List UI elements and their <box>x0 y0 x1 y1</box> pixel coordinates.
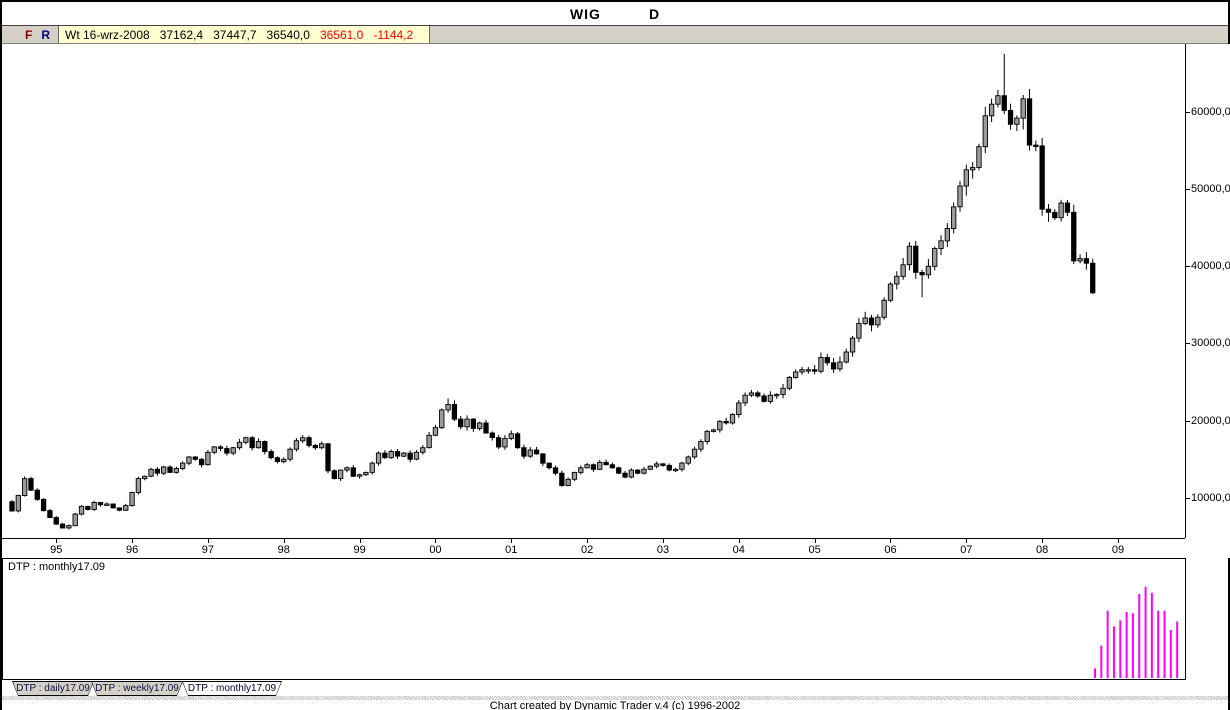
dtp-indicator-panel[interactable]: DTP : monthly17.09 <box>2 558 1186 680</box>
r-button[interactable]: R <box>41 27 50 42</box>
dtp-bars-plot <box>1094 586 1179 678</box>
x-axis-tick <box>587 539 589 543</box>
x-axis-tick-label: 05 <box>808 544 821 556</box>
status-bar: Chart created by Dynamic Trader v.4 (c) … <box>2 700 1228 710</box>
x-axis-tick <box>1042 539 1044 543</box>
x-axis-tick-label: 08 <box>1036 544 1049 556</box>
x-axis-tick-label: 09 <box>1111 544 1125 556</box>
x-axis-tick-label: 06 <box>884 544 897 556</box>
x-axis: 95 96 97 98 99 00 01 02 03 04 05 06 07 08 09 <box>2 538 1230 558</box>
y-axis-line <box>1185 44 1186 558</box>
y-axis-tick <box>1185 189 1190 191</box>
quote-date: Wt 16-wrz-2008 <box>65 27 150 42</box>
y-axis-tick <box>1185 420 1190 422</box>
y-axis-tick <box>1185 111 1190 113</box>
tab-dtp-monthly17-09[interactable]: DTP : monthly17.09 <box>182 681 282 696</box>
f-button[interactable]: F <box>24 27 33 42</box>
indicator-label: DTP : monthly17.09 <box>8 561 106 573</box>
price-chart[interactable] <box>2 44 1230 538</box>
x-axis-tick <box>1118 539 1119 543</box>
x-axis-tick-label: 07 <box>960 544 973 556</box>
x-axis-tick <box>56 539 58 543</box>
x-axis-tick <box>966 539 968 543</box>
x-axis-tick-label: 96 <box>125 544 139 556</box>
y-axis-tick <box>1185 497 1190 499</box>
candlestick-plot[interactable] <box>2 44 1230 538</box>
x-axis-tick <box>511 539 513 543</box>
x-axis-line <box>2 538 1185 539</box>
x-axis-tick <box>890 539 892 543</box>
x-axis-tick <box>435 539 437 543</box>
timeframe-title: D <box>648 5 661 22</box>
y-axis-tick-label: 40000,0 <box>1191 260 1230 273</box>
x-axis-tick-label: 01 <box>505 544 518 556</box>
y-axis-tick-label: 10000,0 <box>1191 491 1230 504</box>
status-text: Chart created by Dynamic Trader v.4 (c) … <box>479 700 751 710</box>
x-axis-tick <box>359 539 361 543</box>
symbol-title: WIG <box>569 5 601 22</box>
y-axis-tick <box>1185 266 1190 268</box>
quote-toolbar: F R Wt 16-wrz-2008 37162,4 37447,7 36540… <box>2 25 1228 44</box>
tab-label: DTP : weekly17.09 <box>92 682 182 695</box>
x-axis-tick <box>738 539 740 543</box>
x-axis-tick-label: 00 <box>429 544 442 556</box>
timeframe-tab-bar: DTP : daily17.09 DTP : weekly17.09 DTP : m… <box>2 681 1228 697</box>
x-axis-tick-label: 95 <box>50 544 63 556</box>
quote-change: -1144,2 <box>373 27 414 42</box>
tab-label: DTP : monthly17.09 <box>183 682 281 695</box>
y-axis-tick <box>1185 343 1190 345</box>
quote-readout: Wt 16-wrz-2008 37162,4 37447,7 36540,0 3… <box>58 26 430 43</box>
tab-dtp-daily17-09[interactable]: DTP : daily17.09 <box>12 681 94 696</box>
tab-dtp-weekly17-09[interactable]: DTP : weekly17.09 <box>91 681 183 696</box>
quote-high: 37447,7 <box>213 27 257 42</box>
x-axis-tick <box>207 539 209 543</box>
tab-label: DTP : daily17.09 <box>13 682 93 695</box>
x-axis-tick-label: 99 <box>353 544 366 556</box>
x-axis-tick <box>662 539 664 543</box>
quote-close: 36561,0 <box>319 27 364 42</box>
x-axis-tick <box>283 539 285 543</box>
quote-open: 37162,4 <box>159 27 204 42</box>
x-axis-tick-label: 98 <box>277 544 290 556</box>
quote-low: 36540,0 <box>266 27 310 42</box>
x-axis-tick-label: 03 <box>656 544 670 556</box>
x-axis-tick <box>814 539 816 543</box>
x-axis-tick-label: 04 <box>732 544 745 556</box>
y-axis-tick-label: 20000,0 <box>1191 414 1230 427</box>
chart-title-bar: WIG D <box>2 2 1228 25</box>
y-axis-tick-label: 60000,0 <box>1191 105 1230 118</box>
y-axis-tick-label: 50000,0 <box>1191 183 1230 196</box>
x-axis-tick <box>132 539 134 543</box>
y-axis-tick-label: 30000,0 <box>1191 337 1230 350</box>
x-axis-tick-label: 02 <box>580 544 594 556</box>
fr-button-group: F R <box>2 28 58 42</box>
x-axis-tick-label: 97 <box>201 544 215 556</box>
tabbar-divider <box>2 696 1228 700</box>
